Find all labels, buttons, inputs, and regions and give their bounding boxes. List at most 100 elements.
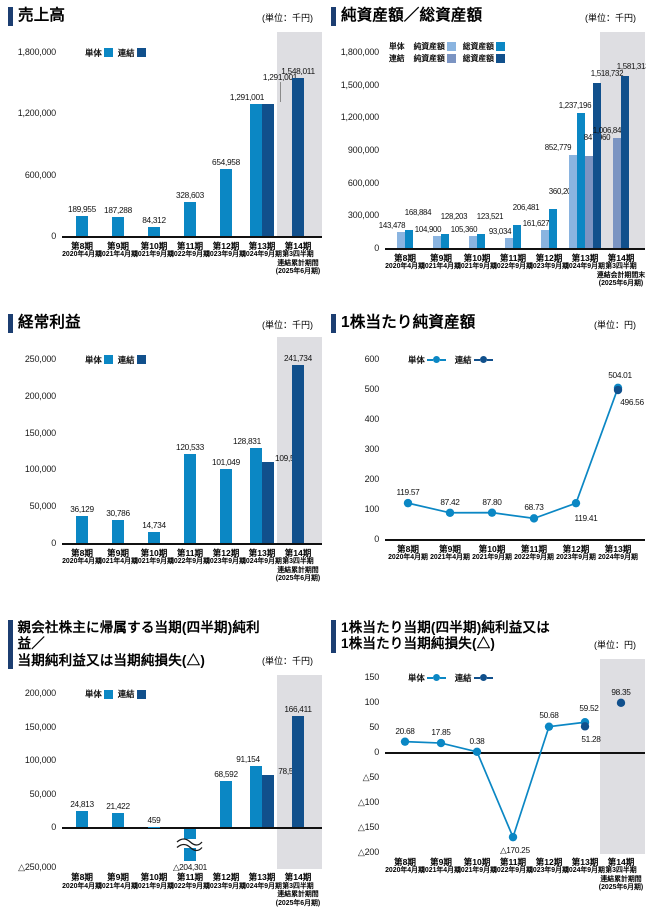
x-category-label: 第9期 2021年4月期 — [87, 548, 149, 567]
y-axis-tick-label: 600,000 — [347, 177, 379, 188]
x-category-sublabel: 2021年4月期 — [421, 263, 461, 271]
line-plot — [400, 698, 626, 842]
chart-title-eps: 1株当たり当期(四半期)純利益又は 1株当たり当期純損失(△) — [341, 620, 550, 652]
legend-marker-line — [426, 359, 433, 361]
x-category-sublabel: (2025年6月期) — [275, 899, 321, 907]
legend-marker-line — [486, 677, 493, 679]
x-category-label: 第10期 2021年9月期 — [123, 241, 185, 260]
x-category-name: 第13期 — [571, 856, 599, 867]
x-category-name: 第8期 — [394, 856, 416, 867]
bar — [250, 766, 262, 828]
title-accent-bar — [331, 620, 336, 653]
x-category-name: 第14期 — [284, 872, 312, 883]
bar — [477, 234, 485, 248]
bar — [593, 82, 601, 248]
x-category-name: 第13期 — [248, 240, 276, 251]
data-point — [529, 514, 539, 523]
y-axis-tick-label: 100 — [364, 696, 380, 707]
x-category-label: 第13期 2024年9月期 — [231, 548, 293, 567]
legend-marker-dot — [479, 674, 487, 682]
y-axis-tick-label: 300,000 — [347, 210, 379, 221]
line-plot — [403, 383, 623, 523]
panel-ordinary-income: 経常利益 (単位：千円) 250,000 200,000 150,000 100,00… — [0, 307, 323, 613]
legend: 単体 連結 — [80, 354, 146, 366]
legend-item-label: 単体 — [408, 672, 425, 683]
y-axis-tick-label: 0 — [51, 230, 56, 241]
bar — [112, 216, 124, 236]
x-category-sublabel: 2024年9月期 — [242, 251, 282, 259]
net-assets-total-assets-chart: 1,800,000 1,500,000 1,200,000 900,000 600,00… — [331, 28, 646, 296]
data-point — [616, 698, 626, 707]
y-axis-tick-label: 1,800,000 — [17, 46, 56, 57]
legend-line-dot-marker — [426, 356, 446, 364]
bar — [292, 715, 304, 828]
x-category-label: 第14期 第3四半期 連結会計期間末 (2025年6月期) — [590, 253, 646, 289]
value-label: 91,154 — [236, 754, 260, 765]
legend-marker-dot — [432, 674, 440, 682]
x-category-label: 第13期 2024年9月期 — [554, 253, 616, 272]
series-line — [407, 387, 619, 520]
x-category-sublabel: 2021年4月期 — [421, 867, 461, 875]
data-point — [472, 747, 482, 756]
legend-line-dot-marker — [473, 674, 493, 682]
net-assets-per-share-chart: 600 500 400 300 200 100 0 単体 連結 119.57 87.42 87.80 6… — [331, 335, 646, 569]
x-axis-line — [385, 751, 645, 754]
data-point — [400, 737, 410, 746]
value-label: 1,548,011 — [281, 65, 315, 76]
x-category-sublabel: 2021年4月期 — [98, 251, 138, 259]
data-point — [571, 498, 581, 508]
legend-item-label: 連結 — [117, 354, 135, 365]
y-axis-tick-label: 100 — [364, 503, 380, 514]
x-category-label: 第12期 2023年9月期 — [518, 857, 580, 876]
value-label: 168,884 — [404, 207, 432, 217]
x-category-label: 第12期 2023年9月期 — [195, 548, 257, 567]
chart-title-net-sales: 売上高 — [18, 7, 66, 24]
y-axis-tick-label: △100 — [357, 796, 379, 807]
x-category-label: 第14期 第3四半期 連結累計期間 (2025年6月期) — [267, 872, 323, 908]
value-label: 68.73 — [524, 502, 544, 513]
value-label: 101,049 — [212, 456, 240, 467]
x-category-name: 第12期 — [212, 240, 240, 251]
value-label: 30,786 — [106, 508, 130, 519]
value-label: 59.52 — [579, 703, 599, 714]
x-category-sublabel: 連結累計期間 — [277, 566, 319, 574]
bar — [262, 774, 274, 828]
legend-marker-line — [439, 677, 446, 679]
x-category-name: 第10期 — [140, 872, 168, 883]
data-point — [508, 832, 518, 842]
x-category-label: 第13期 2024年9月期 — [231, 872, 293, 891]
legend-item-label: 単体 — [85, 689, 102, 700]
x-category-sublabel: 2021年9月期 — [134, 882, 174, 890]
bar — [262, 103, 274, 236]
value-label: 20.68 — [395, 725, 415, 736]
value-label: 50.68 — [539, 709, 559, 720]
legend-swatch — [495, 53, 505, 63]
x-category-sublabel: 連結累計期間 — [277, 259, 319, 267]
x-category-sublabel: 2022年9月期 — [170, 251, 210, 259]
unit-label: (単位：千円) — [262, 12, 313, 23]
value-label: 654,958 — [212, 156, 240, 167]
title-accent-bar — [8, 314, 13, 333]
x-category-label: 第12期 2023年9月期 — [518, 253, 580, 272]
x-category-name: 第13期 — [248, 547, 276, 558]
x-category-sublabel: 2020年4月期 — [388, 554, 428, 562]
legend-swatch — [136, 689, 146, 699]
bar — [405, 229, 413, 248]
bar — [541, 230, 549, 248]
legend-item-label: 連結 — [454, 672, 472, 683]
x-category-sublabel: (2025年6月期) — [598, 884, 644, 892]
bar — [148, 532, 160, 543]
x-category-sublabel: (2025年6月期) — [598, 280, 644, 288]
legend-swatch — [495, 41, 505, 51]
x-category-label: 第9期 2021年4月期 — [410, 857, 472, 876]
value-label: 120,533 — [176, 442, 204, 453]
bar — [250, 103, 262, 236]
value-label: 128,831 — [233, 436, 261, 447]
value-label: 36,129 — [70, 504, 94, 515]
x-category-name: 第13期 — [248, 872, 276, 883]
bar — [76, 810, 88, 828]
x-axis-line — [385, 247, 645, 250]
legend-line-dot-marker — [473, 356, 493, 364]
x-category-name: 第9期 — [107, 240, 129, 251]
